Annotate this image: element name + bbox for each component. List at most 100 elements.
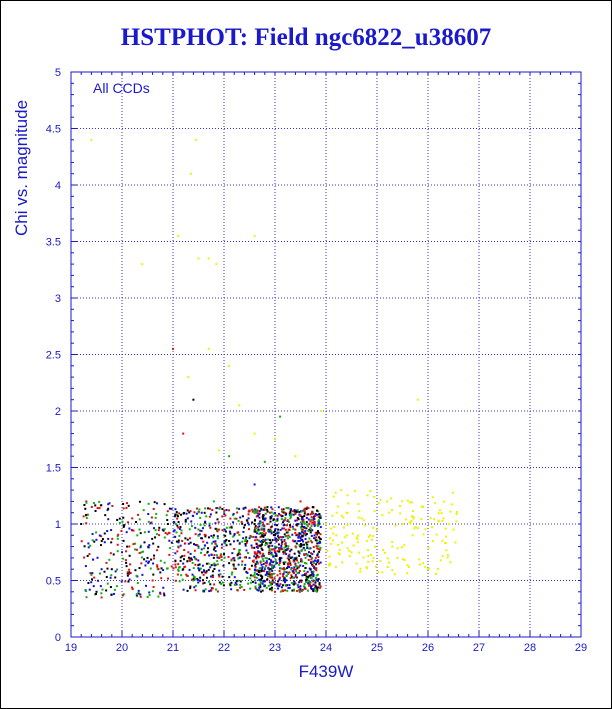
cloud-point	[258, 583, 261, 586]
cloud-point	[268, 588, 271, 591]
cloud-point	[305, 575, 308, 578]
cloud-point	[99, 544, 102, 547]
cloud-point	[187, 542, 190, 545]
cloud-point	[276, 524, 279, 527]
cloud-point	[267, 552, 270, 555]
cloud-point	[138, 567, 141, 570]
cloud-point	[315, 578, 318, 581]
cloud-point-faint	[408, 501, 411, 504]
data-point	[376, 528, 378, 531]
cloud-point	[317, 556, 320, 559]
cloud-point	[310, 539, 313, 542]
cloud-point	[278, 576, 281, 579]
cloud-point-faint	[424, 528, 427, 531]
cloud-point	[98, 572, 101, 575]
cloud-point	[262, 517, 265, 520]
cloud-point	[296, 589, 299, 592]
cloud-point	[313, 566, 316, 569]
data-point	[258, 551, 261, 554]
cloud-point-faint	[440, 512, 443, 515]
cloud-point	[122, 557, 125, 560]
cloud-point	[166, 567, 169, 570]
cloud-point	[174, 566, 177, 569]
cloud-point	[138, 528, 141, 531]
cloud-point	[274, 558, 277, 561]
cloud-point	[287, 506, 290, 509]
cloud-point-faint	[365, 567, 368, 570]
cloud-point	[263, 517, 266, 520]
cloud-point-faint	[406, 499, 409, 502]
cloud-point	[246, 571, 249, 574]
cloud-point	[183, 554, 186, 557]
data-point	[294, 455, 297, 458]
cloud-point	[126, 572, 129, 575]
cloud-point-faint	[353, 490, 356, 493]
cloud-point	[229, 584, 232, 587]
cloud-point	[275, 583, 278, 586]
cloud-point	[135, 574, 138, 577]
cloud-point-faint	[338, 553, 341, 556]
cloud-point	[213, 583, 216, 586]
cloud-point	[193, 543, 196, 546]
cloud-point	[274, 527, 277, 530]
cloud-point	[281, 541, 284, 544]
cloud-point	[292, 568, 295, 571]
cloud-point	[232, 540, 235, 543]
cloud-point-faint	[443, 500, 446, 503]
cloud-point	[201, 527, 204, 530]
cloud-point	[220, 555, 223, 558]
cloud-point	[262, 554, 265, 557]
data-point	[228, 455, 231, 458]
cloud-point	[295, 570, 298, 573]
cloud-point	[124, 580, 127, 583]
cloud-point	[318, 536, 321, 539]
cloud-point	[185, 573, 188, 576]
cloud-point	[237, 552, 240, 555]
cloud-point	[314, 539, 317, 542]
cloud-point	[289, 550, 292, 553]
cloud-point	[191, 578, 194, 581]
cloud-point	[300, 589, 303, 592]
cloud-point	[234, 567, 237, 570]
cloud-point	[260, 547, 263, 550]
cloud-point	[103, 532, 106, 535]
cloud-point	[276, 517, 279, 520]
cloud-point	[246, 576, 249, 579]
cloud-point	[224, 530, 227, 533]
cloud-point	[223, 509, 226, 512]
cloud-point	[98, 500, 101, 503]
data-point	[238, 551, 241, 554]
cloud-point	[113, 588, 116, 591]
cloud-point	[168, 539, 171, 542]
cloud-point	[124, 559, 127, 562]
cloud-point	[271, 576, 274, 579]
cloud-point	[277, 535, 280, 538]
cloud-point	[294, 582, 297, 585]
data-points	[80, 138, 459, 599]
cloud-point	[174, 552, 177, 555]
cloud-point	[289, 577, 292, 580]
data-point	[223, 534, 225, 537]
cloud-point	[201, 537, 204, 540]
cloud-point-faint	[358, 551, 361, 554]
data-point	[299, 585, 302, 588]
cloud-point	[243, 556, 246, 559]
cloud-point	[147, 545, 150, 548]
cloud-point	[107, 518, 110, 521]
cloud-point	[209, 583, 212, 586]
cloud-point	[280, 538, 283, 541]
cloud-point	[283, 577, 286, 580]
cloud-point	[258, 506, 261, 509]
cloud-point	[87, 582, 90, 585]
cloud-point	[295, 542, 298, 545]
cloud-point	[168, 507, 171, 510]
data-point	[263, 460, 266, 463]
cloud-point	[256, 529, 259, 532]
cloud-point	[253, 546, 256, 549]
cloud-point	[118, 521, 121, 524]
cloud-point	[317, 515, 320, 518]
cloud-point	[214, 588, 217, 591]
cloud-point	[172, 567, 175, 570]
cloud-point	[291, 589, 294, 592]
cloud-point	[191, 558, 194, 561]
